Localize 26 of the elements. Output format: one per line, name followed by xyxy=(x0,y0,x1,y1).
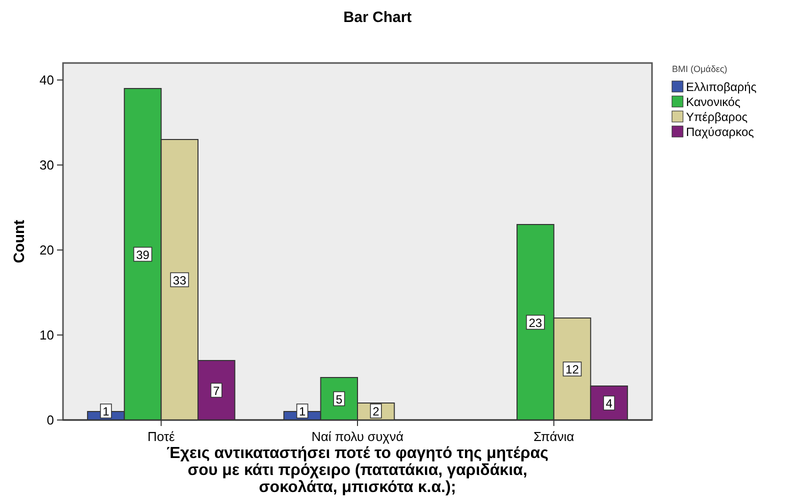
data-label: 33 xyxy=(172,273,187,288)
data-label: 1 xyxy=(102,404,110,418)
legend-label: Κανονικός xyxy=(686,95,741,109)
x-tick-label: Σπάνια xyxy=(534,429,575,444)
y-tick-label: 20 xyxy=(40,242,54,258)
data-label: 23 xyxy=(528,316,542,330)
legend-label: Ελλιποβαρής xyxy=(686,80,757,94)
data-label: 5 xyxy=(336,392,343,406)
data-label: 12 xyxy=(566,362,580,376)
x-tick-label: Ποτέ xyxy=(147,429,176,444)
data-label: 4 xyxy=(606,396,613,410)
y-tick-label: 0 xyxy=(46,412,54,428)
x-tick-label: Ναί πολυ συχνά xyxy=(311,429,404,444)
data-label: 1 xyxy=(298,404,306,418)
y-tick-label: 40 xyxy=(40,72,54,88)
y-axis-title: Count xyxy=(11,220,28,264)
legend-label: Υπέρβαρος xyxy=(686,110,748,124)
legend-title: BMI (Ομάδες) xyxy=(672,64,728,74)
chart-title: Bar Chart xyxy=(343,9,412,26)
data-label: 2 xyxy=(372,404,380,418)
data-label: 39 xyxy=(136,248,150,262)
data-label: 7 xyxy=(213,384,220,398)
legend-label: Παχύσαρκος xyxy=(686,125,754,139)
x-axis-title: Έχεις αντικαταστήσει ποτέ το φαγητό της μητέρας σου με κάτι πρόχειρο (πατατάκια, γαριδάκια, σοκολάτα, μπισκότα κ.α.); xyxy=(166,445,548,496)
y-tick-label: 30 xyxy=(40,158,54,172)
y-tick-label: 10 xyxy=(40,328,54,342)
